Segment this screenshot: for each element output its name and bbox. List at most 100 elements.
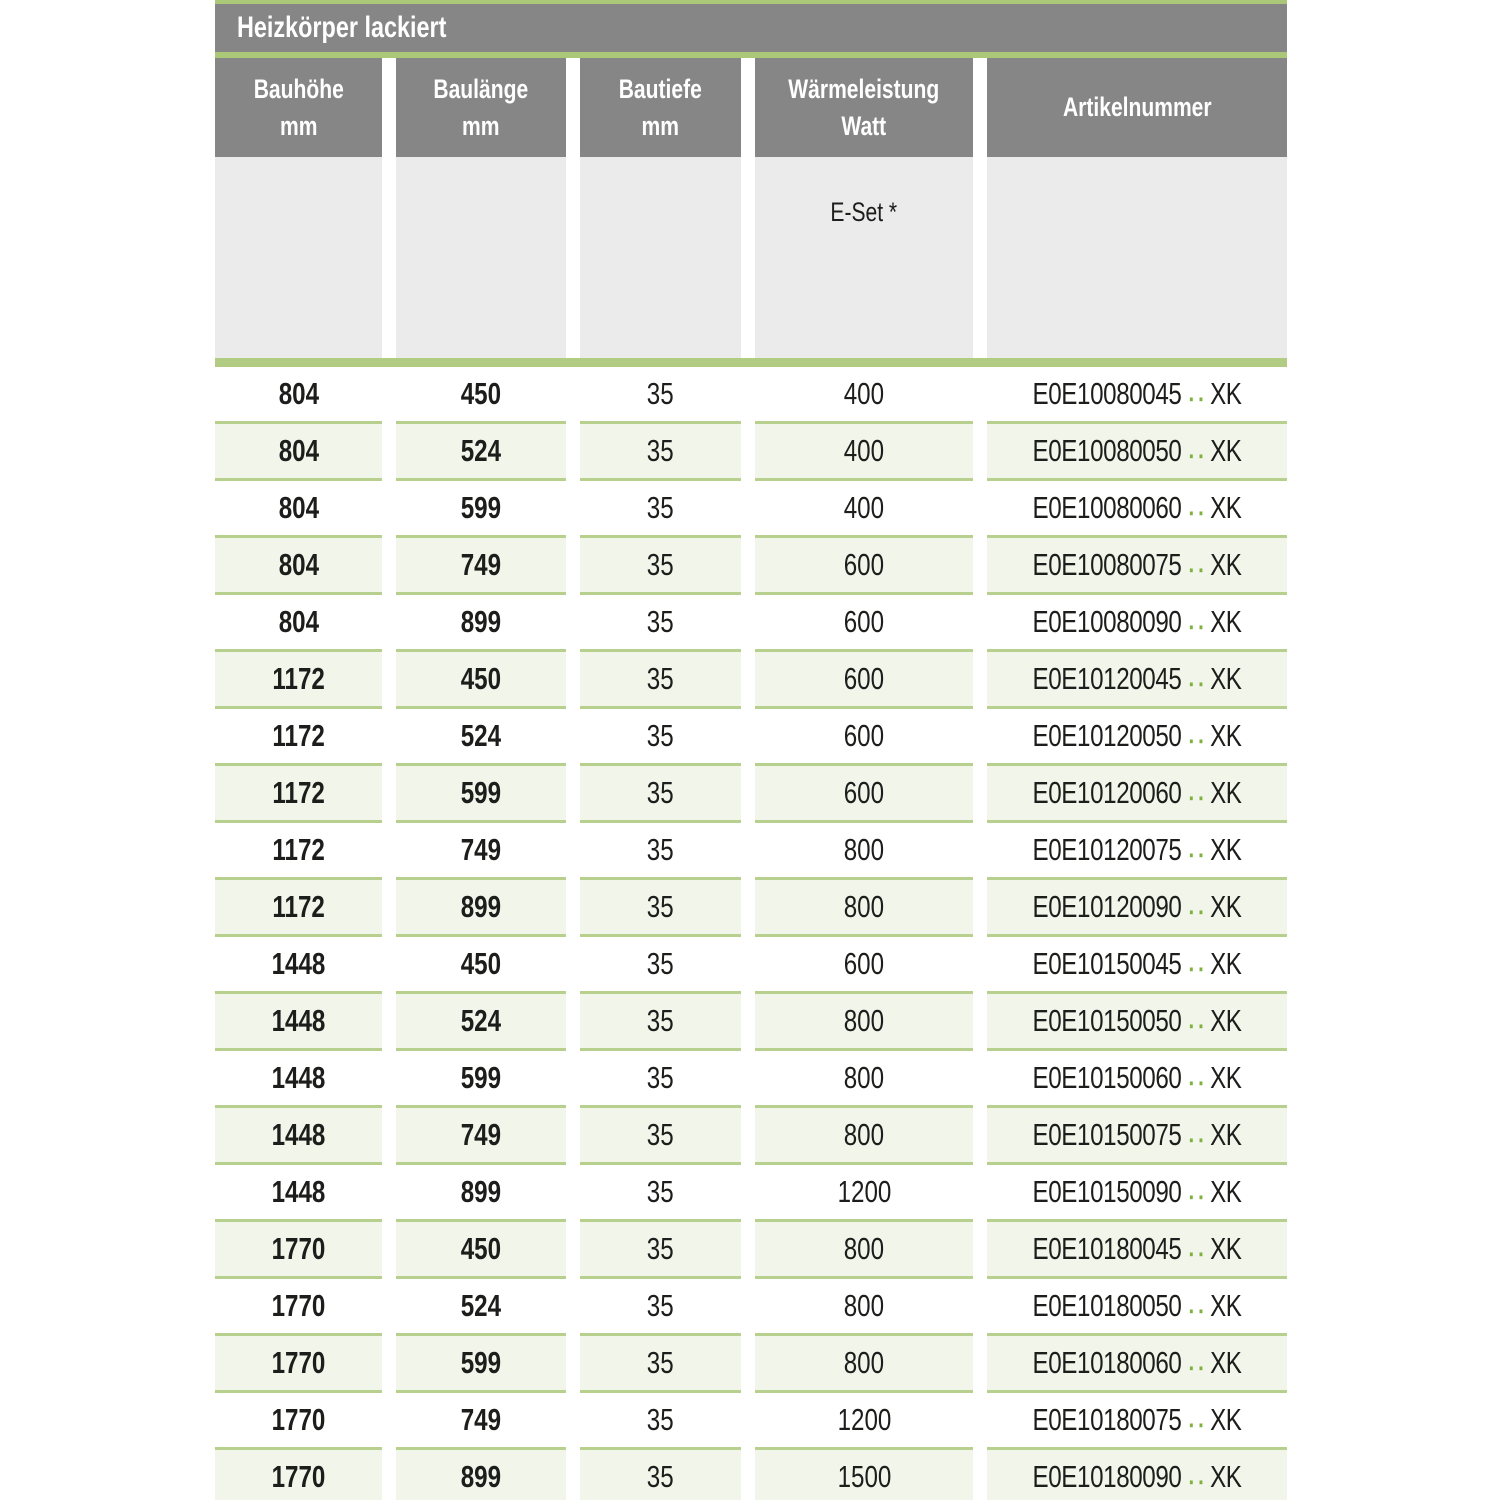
table-row: 1448 749 35 800 E0E10150075 ▪▪XK <box>215 1108 1287 1165</box>
cell-bautiefe: 35 <box>580 652 741 709</box>
placeholder-dots-icon: ▪▪ <box>1189 1075 1209 1092</box>
table-row: 1770 599 35 800 E0E10180060 ▪▪XK <box>215 1336 1287 1393</box>
top-accent-strip <box>215 0 1287 4</box>
placeholder-dots-icon: ▪▪ <box>1189 1018 1209 1035</box>
cell-artikelnummer: E0E10080045 ▪▪XK <box>987 367 1287 424</box>
cell-baulaenge: 749 <box>396 538 566 595</box>
cell-waermeleistung: 600 <box>755 538 973 595</box>
cell-bautiefe: 35 <box>580 1450 741 1500</box>
placeholder-dots-icon: ▪▪ <box>1189 1360 1209 1377</box>
cell-bautiefe: 35 <box>580 595 741 652</box>
artikel-suffix: XK <box>1210 1231 1242 1266</box>
cell-bautiefe: 35 <box>580 709 741 766</box>
placeholder-dots-icon: ▪▪ <box>1189 1417 1209 1434</box>
cell-bautiefe: 35 <box>580 937 741 994</box>
placeholder-dots-icon: ▪▪ <box>1189 1246 1209 1263</box>
table-row: 804 599 35 400 E0E10080060 ▪▪XK <box>215 481 1287 538</box>
cell-artikelnummer: E0E10120050 ▪▪XK <box>987 709 1287 766</box>
cell-bautiefe: 35 <box>580 1222 741 1279</box>
cell-waermeleistung: 800 <box>755 880 973 937</box>
artikel-number: E0E10080060 <box>1032 490 1182 525</box>
artikel-number: E0E10150050 <box>1032 1003 1182 1038</box>
column-header-baulaenge: Baulänge mm <box>396 58 566 157</box>
cell-bauhoehe: 804 <box>215 424 382 481</box>
column-header-unit: Watt <box>841 110 887 141</box>
cell-bauhoehe: 1770 <box>215 1393 382 1450</box>
placeholder-dots-icon: ▪▪ <box>1189 733 1209 750</box>
cell-artikelnummer: E0E10180045 ▪▪XK <box>987 1222 1287 1279</box>
table-row: 1172 599 35 600 E0E10120060 ▪▪XK <box>215 766 1287 823</box>
cell-bauhoehe: 1172 <box>215 766 382 823</box>
placeholder-dots-icon: ▪▪ <box>1189 676 1209 693</box>
cell-baulaenge: 899 <box>396 595 566 652</box>
cell-bauhoehe: 804 <box>215 595 382 652</box>
placeholder-dots-icon: ▪▪ <box>1189 391 1209 408</box>
cell-artikelnummer: E0E10080075 ▪▪XK <box>987 538 1287 595</box>
cell-bautiefe: 35 <box>580 1393 741 1450</box>
column-header-label: Bauhöhe <box>253 73 344 104</box>
artikel-suffix: XK <box>1210 1288 1242 1323</box>
column-header-label: Artikelnummer <box>1062 92 1212 122</box>
cell-baulaenge: 899 <box>396 880 566 937</box>
table-row: 804 899 35 600 E0E10080090 ▪▪XK <box>215 595 1287 652</box>
artikel-suffix: XK <box>1210 946 1242 981</box>
column-header-artikelnummer: Artikelnummer <box>987 58 1287 157</box>
cell-baulaenge: 450 <box>396 367 566 424</box>
cell-waermeleistung: 800 <box>755 823 973 880</box>
cell-baulaenge: 749 <box>396 823 566 880</box>
cell-artikelnummer: E0E10080060 ▪▪XK <box>987 481 1287 538</box>
placeholder-dots-icon: ▪▪ <box>1189 505 1209 522</box>
table-row: 804 450 35 400 E0E10080045 ▪▪XK <box>215 367 1287 424</box>
artikel-number: E0E10080090 <box>1032 604 1182 639</box>
cell-waermeleistung: 600 <box>755 595 973 652</box>
subheader-cell <box>580 157 741 358</box>
table-row: 1448 524 35 800 E0E10150050 ▪▪XK <box>215 994 1287 1051</box>
cell-waermeleistung: 800 <box>755 1222 973 1279</box>
artikel-number: E0E10150060 <box>1032 1060 1182 1095</box>
placeholder-dots-icon: ▪▪ <box>1189 1189 1209 1206</box>
artikel-number: E0E10120075 <box>1032 832 1182 867</box>
cell-bautiefe: 35 <box>580 367 741 424</box>
artikel-number: E0E10080050 <box>1032 433 1182 468</box>
cell-artikelnummer: E0E10180090 ▪▪XK <box>987 1450 1287 1500</box>
artikel-suffix: XK <box>1210 775 1242 810</box>
placeholder-dots-icon: ▪▪ <box>1189 448 1209 465</box>
cell-bautiefe: 35 <box>580 823 741 880</box>
subheader-cell <box>987 157 1287 358</box>
cell-waermeleistung: 800 <box>755 1336 973 1393</box>
cell-baulaenge: 599 <box>396 1051 566 1108</box>
table-row: 1770 450 35 800 E0E10180045 ▪▪XK <box>215 1222 1287 1279</box>
cell-bauhoehe: 1448 <box>215 1051 382 1108</box>
cell-baulaenge: 599 <box>396 481 566 538</box>
column-header-waermeleistung: Wärmeleistung Watt <box>755 58 973 157</box>
artikel-number: E0E10180045 <box>1032 1231 1182 1266</box>
cell-bauhoehe: 804 <box>215 367 382 424</box>
artikel-suffix: XK <box>1210 1060 1242 1095</box>
table-row: 1770 524 35 800 E0E10180050 ▪▪XK <box>215 1279 1287 1336</box>
artikel-number: E0E10180075 <box>1032 1402 1182 1437</box>
cell-waermeleistung: 800 <box>755 994 973 1051</box>
cell-bauhoehe: 1172 <box>215 709 382 766</box>
table-row: 804 749 35 600 E0E10080075 ▪▪XK <box>215 538 1287 595</box>
cell-waermeleistung: 400 <box>755 481 973 538</box>
artikel-number: E0E10080045 <box>1032 376 1182 411</box>
placeholder-dots-icon: ▪▪ <box>1189 847 1209 864</box>
artikel-number: E0E10120090 <box>1032 889 1182 924</box>
cell-bautiefe: 35 <box>580 481 741 538</box>
table-row: 1172 899 35 800 E0E10120090 ▪▪XK <box>215 880 1287 937</box>
placeholder-dots-icon: ▪▪ <box>1189 904 1209 921</box>
cell-artikelnummer: E0E10180075 ▪▪XK <box>987 1393 1287 1450</box>
artikel-suffix: XK <box>1210 1117 1242 1152</box>
subheader-cell <box>396 157 566 358</box>
cell-bauhoehe: 1770 <box>215 1336 382 1393</box>
artikel-suffix: XK <box>1210 1174 1242 1209</box>
cell-baulaenge: 599 <box>396 1336 566 1393</box>
artikel-suffix: XK <box>1210 661 1242 696</box>
artikel-suffix: XK <box>1210 376 1242 411</box>
cell-bauhoehe: 1172 <box>215 652 382 709</box>
column-header-label: Wärmeleistung <box>788 73 940 104</box>
cell-bautiefe: 35 <box>580 424 741 481</box>
cell-waermeleistung: 600 <box>755 709 973 766</box>
artikel-number: E0E10120050 <box>1032 718 1182 753</box>
artikel-suffix: XK <box>1210 490 1242 525</box>
